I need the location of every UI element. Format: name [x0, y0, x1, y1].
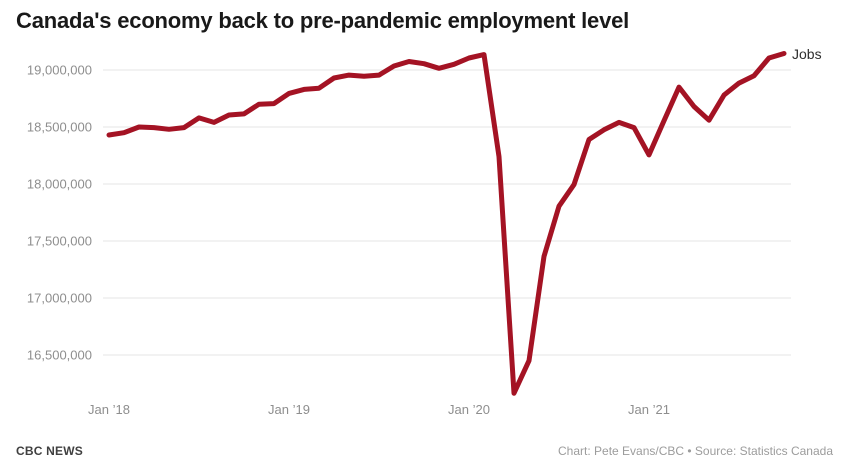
x-axis-label: Jan ’18: [88, 402, 130, 417]
employment-line-chart[interactable]: 16,500,000 17,000,000 17,500,000 18,000,000…: [0, 0, 848, 440]
x-axis-label: Jan ’19: [268, 402, 310, 417]
chart-attribution: Chart: Pete Evans/CBC • Source: Statisti…: [558, 444, 833, 458]
cbc-news-brand: CBC NEWS: [16, 444, 83, 458]
x-axis-label: Jan ’20: [448, 402, 490, 417]
y-axis-label: 17,500,000: [27, 234, 92, 249]
y-axis-label: 18,500,000: [27, 120, 92, 135]
series-label-jobs: Jobs: [792, 46, 822, 63]
y-axis-label: 19,000,000: [27, 63, 92, 78]
y-axis-label: 18,000,000: [27, 177, 92, 192]
y-axis-label: 16,500,000: [27, 348, 92, 363]
x-axis-label: Jan ’21: [628, 402, 670, 417]
chart-title: Canada's economy back to pre-pandemic em…: [16, 8, 630, 33]
y-axis-label: 17,000,000: [27, 291, 92, 306]
chart-footer: CBC NEWS Chart: Pete Evans/CBC • Source:…: [0, 444, 848, 458]
employment-line-series: [106, 51, 787, 396]
